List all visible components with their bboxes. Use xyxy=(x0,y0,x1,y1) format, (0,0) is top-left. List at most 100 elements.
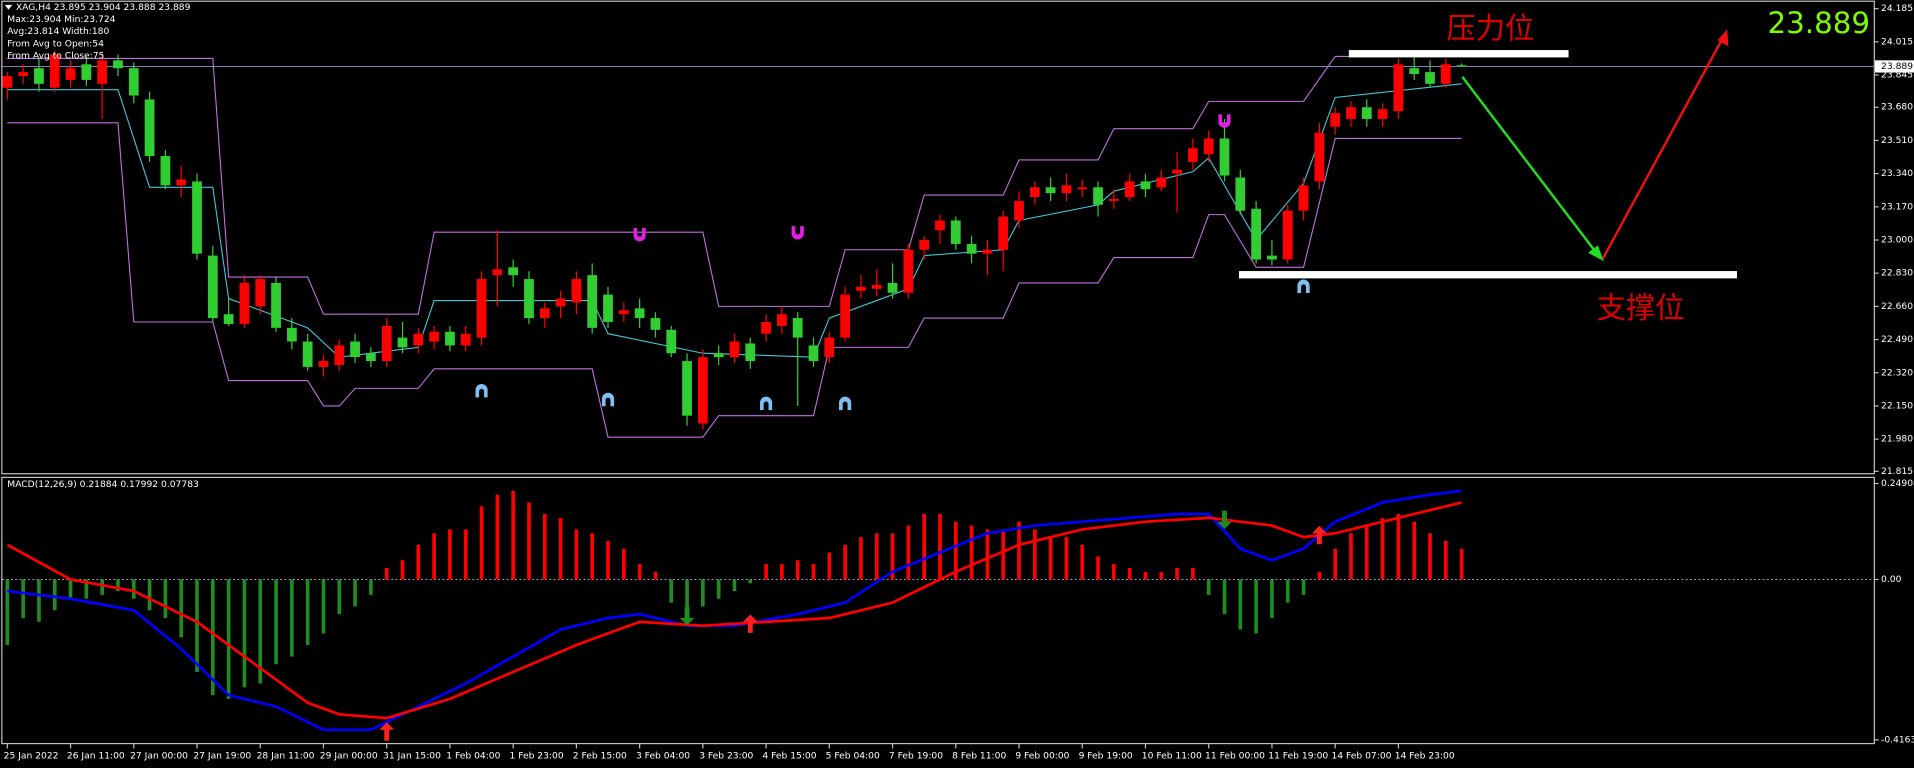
info-line: From Avg to Open:54 xyxy=(7,39,104,49)
candle-body xyxy=(745,343,756,362)
info-line: XAG,H4 23.895 23.904 23.888 23.889 xyxy=(16,3,191,13)
histogram-bar xyxy=(147,579,152,611)
histogram-bar xyxy=(495,494,500,580)
current-price-highlight: 23.889 xyxy=(1768,6,1870,40)
histogram-bar xyxy=(906,525,911,580)
signal-line xyxy=(6,501,1462,720)
histogram-bar xyxy=(1080,544,1085,580)
histogram-bar xyxy=(337,579,342,615)
candle-body xyxy=(334,345,345,365)
candle-body xyxy=(1425,72,1435,84)
histogram-bar xyxy=(1270,579,1274,619)
y-tick-label: 22.490 xyxy=(1881,335,1913,345)
y-tick-label: 0.00 xyxy=(1881,575,1902,585)
candle-body xyxy=(856,286,866,291)
candle-body xyxy=(919,239,930,250)
macd-title: MACD(12,26,9) 0.21884 0.17992 0.07783 xyxy=(7,480,199,490)
candle-body xyxy=(350,341,360,358)
histogram-bar xyxy=(1001,529,1006,580)
x-tick-label: 5 Feb 04:00 xyxy=(826,751,880,761)
histogram-bar xyxy=(400,560,405,580)
cross-up-arrow xyxy=(1312,525,1327,545)
histogram-bar xyxy=(1333,548,1337,580)
candle-body xyxy=(808,345,819,362)
candle-body xyxy=(476,279,487,338)
fractal-up xyxy=(839,396,852,411)
histogram-bar xyxy=(1175,567,1179,580)
histogram-bar xyxy=(305,579,310,645)
histogram-bar xyxy=(732,579,737,592)
candle-body xyxy=(1235,177,1246,211)
candle-body xyxy=(1361,107,1372,119)
up-arrow-line xyxy=(1601,36,1725,260)
histogram-bar xyxy=(811,564,816,580)
histogram-bar xyxy=(463,529,468,580)
candle-body xyxy=(539,308,550,319)
candle-body xyxy=(81,64,92,80)
candle-body xyxy=(413,333,424,346)
x-tick-label: 26 Jan 11:00 xyxy=(67,751,125,761)
x-tick-label: 27 Jan 00:00 xyxy=(130,751,188,761)
candle-body xyxy=(998,216,1009,250)
histogram-bar xyxy=(669,579,674,603)
down-arrowhead xyxy=(1588,245,1604,262)
candle-body xyxy=(603,294,613,322)
candle-body xyxy=(460,333,471,346)
histogram-bar xyxy=(1222,579,1227,615)
candle-body xyxy=(792,318,803,338)
candle-body xyxy=(1440,64,1451,84)
histogram-bar xyxy=(843,544,847,580)
y-tick-label: 21.980 xyxy=(1881,435,1913,445)
y-tick-label: 22.320 xyxy=(1881,368,1913,378)
candle-body xyxy=(587,275,598,328)
candle-body xyxy=(935,220,945,231)
fractal-up xyxy=(759,396,773,411)
histogram-bar xyxy=(1096,556,1100,580)
candle-body xyxy=(34,68,44,84)
menu-triangle xyxy=(4,4,13,10)
histogram-bar xyxy=(1301,579,1306,595)
histogram-bar xyxy=(1396,513,1401,580)
candle-body xyxy=(1029,187,1040,198)
x-tick-label: 2 Feb 15:00 xyxy=(573,751,627,761)
y-tick-label: 23.000 xyxy=(1881,235,1913,245)
candle-body xyxy=(1456,65,1467,67)
support-label: 支撑位 xyxy=(1597,291,1685,325)
histogram-bar xyxy=(1159,571,1164,580)
candle-body xyxy=(65,68,76,80)
cross-down-arrow xyxy=(1217,510,1232,530)
candle-body xyxy=(682,361,692,416)
histogram-bar xyxy=(953,521,958,580)
histogram-bar xyxy=(384,567,389,580)
candle-body xyxy=(966,243,977,254)
candle-body xyxy=(286,327,297,342)
histogram-bar xyxy=(242,579,247,688)
candle-body xyxy=(113,60,123,69)
fractal-up xyxy=(475,383,488,398)
histogram-bar xyxy=(1206,579,1211,595)
candle-body xyxy=(666,329,677,354)
histogram-bar xyxy=(179,579,184,638)
x-tick-label: 9 Feb 00:00 xyxy=(1015,751,1069,761)
candle-body xyxy=(950,220,961,244)
candle-body xyxy=(492,269,503,276)
histogram-bar xyxy=(416,544,421,580)
histogram-bar xyxy=(701,579,705,607)
info-box: XAG,H4 23.895 23.904 23.888 23.889 Max:2… xyxy=(4,3,191,62)
fractal-down xyxy=(633,228,646,242)
candle-body xyxy=(271,282,281,328)
histogram-bar xyxy=(1238,579,1243,630)
histogram-bar xyxy=(163,579,168,619)
candle-body xyxy=(239,282,250,324)
histogram-bar xyxy=(1364,525,1369,580)
histogram-bar xyxy=(795,560,800,580)
cross-up-arrow xyxy=(742,614,758,633)
y-tick-label: 22.660 xyxy=(1881,302,1913,312)
candle-body xyxy=(555,298,566,307)
y-tick-label: -0.4163 xyxy=(1881,735,1914,745)
candle-body xyxy=(18,72,29,76)
x-tick-label: 31 Jan 15:00 xyxy=(383,751,441,761)
candle-body xyxy=(871,284,882,289)
y-tick-label: 23.340 xyxy=(1881,169,1913,179)
histogram-bar xyxy=(1349,533,1353,580)
